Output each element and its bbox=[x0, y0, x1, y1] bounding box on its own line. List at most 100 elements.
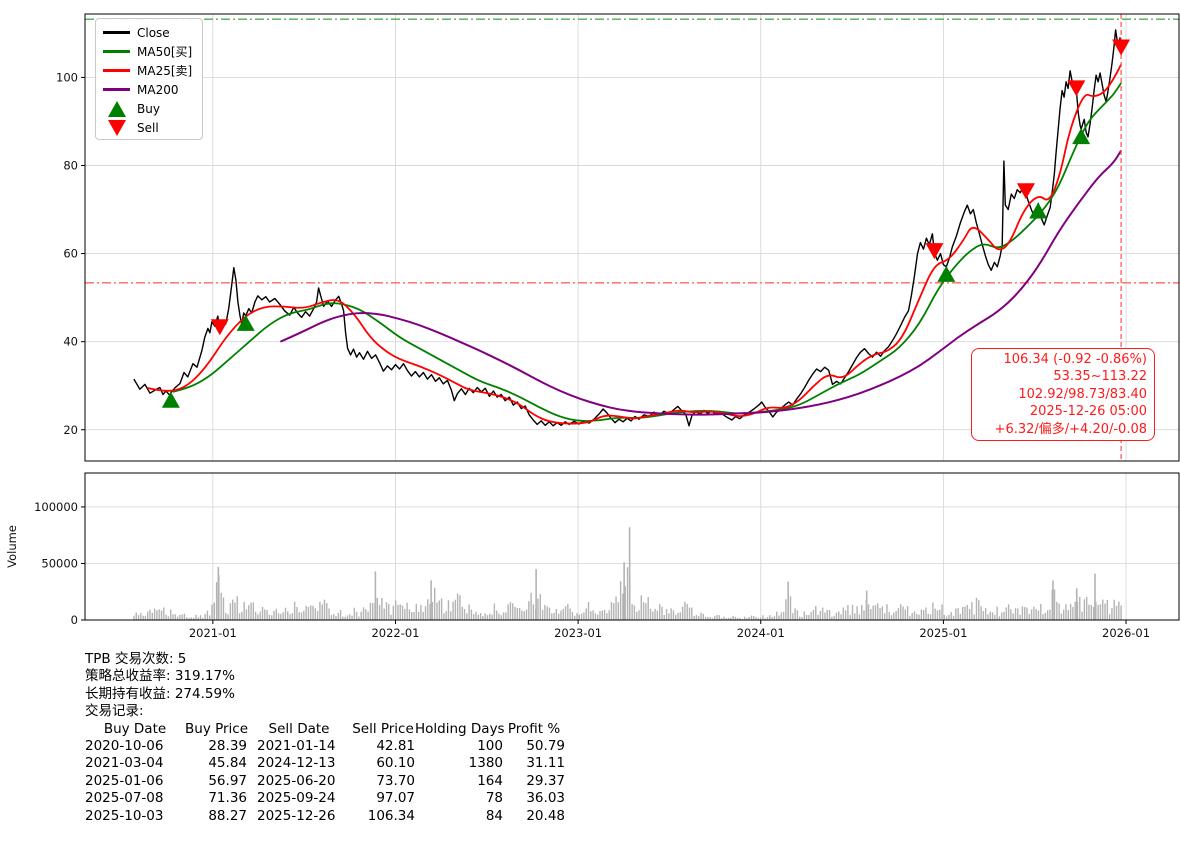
price-ytick-label: 100 bbox=[56, 70, 78, 84]
trade-col-header: Profit % bbox=[507, 720, 561, 737]
trade-cell: 106.34 bbox=[367, 807, 415, 824]
trade-table-header: Buy Date Buy Price Sell Date Sell Price Hold… bbox=[85, 721, 565, 738]
trade-cell: 2025-09-24 bbox=[257, 790, 336, 807]
trade-col-header: Holding Days bbox=[415, 720, 505, 737]
buy-marker bbox=[937, 265, 956, 282]
trade-cell: 31.11 bbox=[526, 755, 565, 772]
trade-row: 2025-10-03 88.27 2025-12-26 106.34 84 20.48 bbox=[85, 808, 565, 825]
trade-cell: 1380 bbox=[468, 755, 503, 772]
volume-ytick-label: 50000 bbox=[41, 556, 78, 570]
trade-cell: 88.27 bbox=[208, 807, 247, 824]
xtick-label: 2023-01 bbox=[554, 626, 602, 640]
buy-triangle-icon bbox=[103, 100, 130, 117]
price-ytick-label: 20 bbox=[63, 423, 78, 437]
buy-marker bbox=[236, 314, 255, 331]
legend-line-swatch bbox=[103, 31, 130, 34]
stat-records-title: 交易记录: bbox=[85, 703, 144, 720]
volume-spike bbox=[1052, 580, 1054, 620]
sell-marker bbox=[210, 319, 229, 336]
legend-label: MA50[买] bbox=[137, 45, 193, 59]
annotation-line-range: 53.35~113.22 bbox=[1053, 369, 1147, 385]
price-ytick-label: 40 bbox=[63, 335, 78, 349]
trade-row: 2021-03-04 45.84 2024-12-13 60.10 1380 31.11 bbox=[85, 755, 565, 772]
volume-axis-label: Volume bbox=[5, 525, 19, 568]
trade-cell: 42.81 bbox=[376, 738, 415, 755]
annotation-line-price: 106.34 (-0.92 -0.86%) bbox=[1003, 352, 1147, 367]
strategy-stats: TPB 交易次数: 5 策略总收益率: 319.17% 长期持有收益: 274.… bbox=[85, 651, 565, 825]
trade-table: Buy Date Buy Price Sell Date Sell Price Hold… bbox=[85, 721, 565, 825]
trade-col-header: Buy Date bbox=[103, 720, 167, 737]
ma25-line bbox=[146, 64, 1122, 425]
price-annotation: 106.34 (-0.92 -0.86%) 53.35~113.22 102.9… bbox=[971, 348, 1155, 442]
volume-spike bbox=[1094, 573, 1096, 620]
legend-label: MA200 bbox=[137, 82, 179, 97]
legend-line-swatch bbox=[103, 69, 130, 72]
legend-line-swatch bbox=[103, 88, 130, 91]
volume-bars bbox=[133, 527, 1122, 620]
trade-cell: 2025-12-26 bbox=[257, 807, 336, 824]
ma50-line bbox=[172, 82, 1122, 422]
legend-item-ma200: MA200 bbox=[103, 80, 198, 99]
trade-cell: 2025-10-03 bbox=[85, 807, 164, 824]
legend-label: Buy bbox=[137, 101, 160, 116]
trade-cell: 56.97 bbox=[208, 772, 247, 789]
trade-cell: 29.37 bbox=[526, 772, 565, 789]
stat-trade-count: TPB 交易次数: 5 bbox=[85, 651, 187, 667]
trade-cell: 73.70 bbox=[376, 772, 415, 789]
ma200-line bbox=[279, 149, 1122, 416]
legend-item-sell: Sell bbox=[103, 118, 198, 137]
volume-spike bbox=[623, 562, 625, 620]
annotation-line-datetime: 2025-12-26 05:00 bbox=[1029, 404, 1147, 420]
trade-cell: 60.10 bbox=[376, 755, 415, 772]
trade-cell: 84 bbox=[485, 807, 503, 824]
price-volume-chart: 20 40 60 80 100 0 50000 100000 2021-01 2022-01 202… bbox=[5, 13, 1180, 640]
trade-cell: 28.39 bbox=[208, 738, 247, 755]
gridlines bbox=[85, 14, 1179, 620]
legend-item-ma50-: MA50[买] bbox=[103, 42, 198, 61]
sell-marker bbox=[1112, 39, 1131, 56]
tick-marks bbox=[81, 76, 1127, 624]
legend-label: Close bbox=[137, 25, 170, 40]
trade-cell: 100 bbox=[477, 738, 503, 755]
buy-marker bbox=[161, 391, 180, 408]
buy-marker bbox=[1072, 128, 1091, 145]
close-line bbox=[133, 29, 1122, 427]
trade-cell: 2020-10-06 bbox=[85, 738, 164, 755]
legend-item-ma25-: MA25[卖] bbox=[103, 61, 198, 80]
sell-marker bbox=[1016, 183, 1035, 200]
volume-panel bbox=[85, 473, 1179, 620]
legend: Close MA50[买] MA25[卖] MA200 Buy Sell bbox=[95, 18, 203, 140]
xtick-label: 2026-01 bbox=[1102, 626, 1150, 640]
annotation-line-mas: 102.92/98.73/83.40 bbox=[1018, 386, 1147, 402]
trade-cell: 2025-01-06 bbox=[85, 772, 164, 789]
trade-cell: 2021-03-04 bbox=[85, 755, 164, 772]
price-ytick-label: 60 bbox=[63, 247, 78, 261]
legend-item-close: Close bbox=[103, 23, 198, 42]
trade-cell: 164 bbox=[477, 772, 503, 789]
trade-markers bbox=[161, 39, 1131, 408]
legend-label: Sell bbox=[137, 120, 159, 135]
volume-spike bbox=[787, 581, 789, 620]
stat-hold-return: 长期持有收益: 274.59% bbox=[85, 685, 235, 702]
sell-triangle-icon bbox=[103, 119, 130, 136]
sell-marker bbox=[925, 243, 944, 260]
legend-label: MA25[卖] bbox=[137, 64, 193, 78]
axis-labels: 20 40 60 80 100 0 50000 100000 2021-01 2022-01 202… bbox=[5, 70, 1150, 640]
trade-cell: 78 bbox=[485, 790, 503, 807]
legend-line-swatch bbox=[103, 50, 130, 53]
volume-spike bbox=[628, 527, 631, 620]
trade-cell: 2025-07-08 bbox=[85, 790, 164, 807]
volume-spike bbox=[865, 590, 868, 620]
xtick-label: 2022-01 bbox=[371, 626, 419, 640]
stat-strategy-return: 策略总收益率: 319.17% bbox=[85, 668, 235, 685]
axes-frames bbox=[84, 13, 1180, 621]
xtick-label: 2021-01 bbox=[189, 626, 237, 640]
trade-row: 2025-01-06 56.97 2025-06-20 73.70 164 29.37 bbox=[85, 773, 565, 790]
xtick-label: 2025-01 bbox=[919, 626, 967, 640]
volume-spike bbox=[430, 580, 432, 620]
trade-col-header: Sell Price bbox=[352, 720, 414, 737]
annotation-line-signal: +6.32/偏多/+4.20/-0.08 bbox=[994, 421, 1147, 437]
trade-cell: 2025-06-20 bbox=[257, 772, 336, 789]
xtick-label: 2024-01 bbox=[737, 626, 785, 640]
